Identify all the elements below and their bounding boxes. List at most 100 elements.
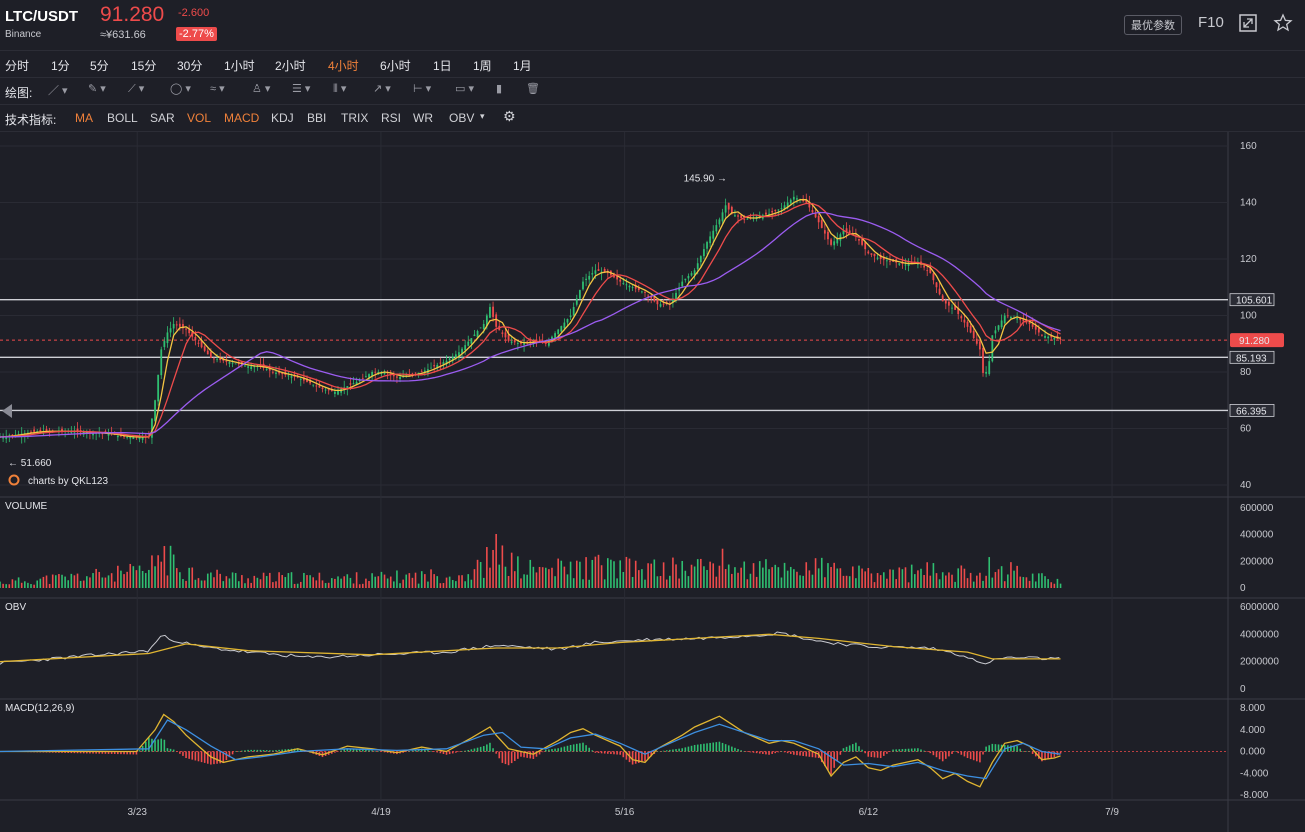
volume-bar	[876, 573, 879, 588]
indicator-obv[interactable]: OBV	[449, 111, 475, 125]
candle-body	[743, 219, 746, 221]
timeframe-tab[interactable]: 1小时	[224, 59, 255, 73]
fib-tool-icon[interactable]: ☰ ▾	[292, 83, 311, 95]
timeframe-tab[interactable]: 2小时	[275, 59, 306, 73]
indicator-sar[interactable]: SAR	[150, 111, 175, 125]
watermark-logo-icon	[8, 474, 20, 486]
candle-body	[1047, 336, 1050, 339]
macd-histogram-bar	[606, 751, 609, 754]
candle-body	[941, 295, 944, 302]
volume-bar	[154, 566, 156, 588]
macd-histogram-bar	[544, 749, 547, 752]
pattern-tool-icon[interactable]: ♙ ▾	[252, 83, 271, 95]
timeframe-tab[interactable]: 6小时	[380, 59, 411, 73]
indicator-settings-gear-icon[interactable]: ⚙	[503, 108, 516, 124]
volume-bar	[842, 575, 845, 588]
indicator-trix[interactable]: TRIX	[341, 111, 369, 125]
volume-bar	[262, 572, 265, 588]
volume-bar	[148, 569, 150, 588]
obv-dropdown-icon[interactable]: ▾	[480, 111, 485, 121]
timeframe-tab[interactable]: 1日	[433, 59, 452, 73]
macd-histogram-bar	[504, 751, 507, 765]
line-tool-icon[interactable]: ／ ▾	[48, 85, 68, 97]
volume-bar	[411, 577, 414, 588]
macd-histogram-bar	[380, 751, 383, 752]
arrow-tool-icon[interactable]: ↗ ▾	[373, 83, 391, 95]
volume-bar	[296, 583, 299, 588]
macd-histogram-bar	[786, 751, 789, 754]
star-icon[interactable]	[1273, 13, 1293, 33]
channel-tool-icon[interactable]: ⟋ ▾	[128, 83, 145, 95]
candle-body	[315, 385, 318, 387]
volume-bar	[687, 576, 690, 588]
candle-body	[585, 278, 587, 280]
indicator-ma[interactable]: MA	[75, 111, 93, 125]
timeframe-tab[interactable]: 30分	[177, 59, 203, 73]
indicator-boll[interactable]: BOLL	[107, 111, 138, 125]
macd-histogram-bar	[873, 751, 876, 758]
timeframe-tab[interactable]: 1周	[473, 59, 492, 73]
macd-histogram-bar	[600, 751, 603, 754]
timeframe-tab[interactable]: 1分	[51, 59, 70, 73]
price-chart[interactable]: 3/234/195/166/127/98/4160140120100806040…	[0, 132, 1305, 832]
best-params-button[interactable]: 最优参数	[1124, 15, 1182, 35]
timeframe-tab[interactable]: 1月	[513, 59, 532, 73]
macd-histogram-bar	[526, 751, 528, 758]
volume-bar	[662, 562, 665, 588]
volume-bar	[579, 561, 581, 588]
label-tool-icon[interactable]: ▭ ▾	[455, 83, 474, 95]
volume-bar	[740, 567, 742, 588]
pen-tool-icon[interactable]: ✎ ▾	[88, 83, 106, 95]
volume-bar	[985, 575, 987, 588]
f10-button[interactable]: F10	[1198, 14, 1224, 31]
candle-body	[1016, 318, 1019, 320]
candle-body	[324, 389, 327, 391]
macd-histogram-bar	[67, 751, 70, 753]
volume-bar	[386, 578, 389, 588]
trash-icon[interactable]: 🗑	[526, 83, 540, 95]
volume-bar	[256, 577, 259, 588]
indicator-wr[interactable]: WR	[413, 111, 433, 125]
macd-histogram-bar	[144, 741, 147, 752]
fullscreen-icon[interactable]	[1238, 13, 1258, 33]
wave-tool-icon[interactable]: ≈ ▾	[210, 83, 225, 95]
volume-bar	[575, 560, 578, 588]
candle-body	[321, 387, 324, 389]
macd-histogram-bar	[123, 751, 125, 755]
candle-body	[780, 208, 783, 209]
macd-histogram-bar	[188, 751, 190, 759]
volume-bar	[945, 575, 947, 588]
candle-body	[430, 367, 432, 369]
volume-bar	[160, 561, 163, 588]
volume-bar	[724, 569, 727, 588]
volume-bar	[777, 567, 780, 588]
volume-bar	[634, 560, 637, 588]
volume-bar	[20, 582, 23, 588]
candle-body	[213, 358, 215, 360]
volume-bar	[721, 548, 724, 588]
gann-tool-icon[interactable]: ⦀ ▾	[333, 83, 347, 95]
volume-bar	[820, 557, 823, 588]
candle-body	[839, 234, 842, 241]
indicator-macd[interactable]: MACD	[224, 111, 260, 125]
shape-tool-icon[interactable]: ◯ ▾	[170, 83, 191, 95]
timeframe-tab[interactable]: 分时	[5, 59, 30, 73]
timeframe-tab[interactable]: 5分	[90, 59, 109, 73]
indicator-bbi[interactable]: BBI	[307, 111, 327, 125]
measure-tool-icon[interactable]: ⊢ ▾	[413, 83, 432, 95]
macd-histogram-bar	[619, 751, 622, 755]
collapse-arrow-icon[interactable]	[2, 404, 12, 418]
timeframe-tab[interactable]: 4小时	[328, 59, 359, 73]
macd-histogram-bar	[693, 744, 696, 752]
timeframe-tab[interactable]: 15分	[131, 59, 157, 73]
indicator-vol[interactable]: VOL	[187, 111, 212, 125]
indicator-kdj[interactable]: KDJ	[271, 111, 294, 125]
macd-histogram-bar	[631, 751, 634, 765]
volume-bar	[182, 579, 184, 588]
indicator-rsi[interactable]: RSI	[381, 111, 402, 125]
chart-settings-icon[interactable]: ▮	[496, 83, 503, 95]
volume-bar	[684, 570, 687, 588]
volume-bar	[157, 555, 159, 588]
volume-bar	[597, 554, 600, 588]
candle-body	[768, 213, 770, 215]
